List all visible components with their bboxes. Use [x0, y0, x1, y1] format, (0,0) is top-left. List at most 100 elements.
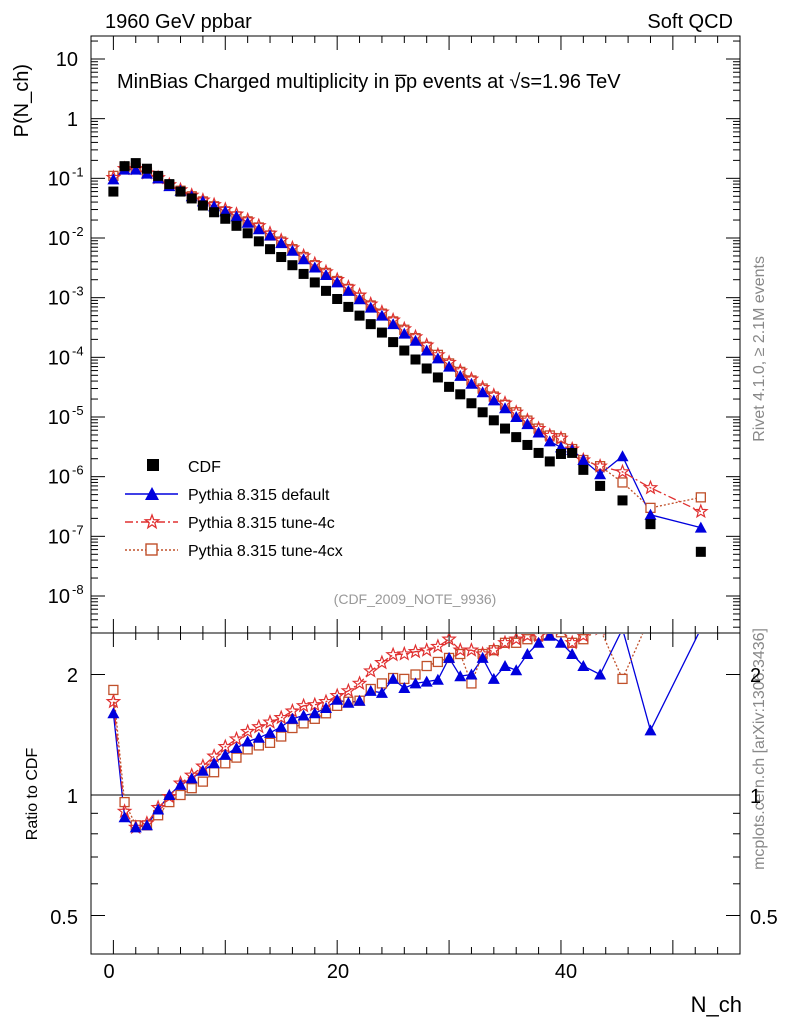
ratio-point-default: [644, 724, 657, 736]
point-default: [443, 360, 456, 372]
analysis-label: (CDF_2009_NOTE_9936): [334, 591, 497, 607]
ratio-point-tune4c: [273, 709, 290, 725]
point-default: [230, 210, 243, 222]
point-default: [342, 284, 355, 296]
ratio-point-default: [353, 694, 366, 706]
point-cdf: [197, 200, 208, 211]
point-default: [375, 309, 388, 321]
point-cdf: [242, 228, 253, 239]
ratio-point-tune4cx: [432, 656, 444, 668]
point-tune4c: [614, 463, 631, 479]
point-default: [308, 261, 321, 273]
main-plot-area: [105, 158, 709, 557]
point-cdf: [253, 236, 264, 247]
ratio-point-default: [342, 696, 355, 708]
point-default: [331, 276, 344, 288]
point-cdf: [130, 158, 141, 169]
point-cdf: [388, 337, 399, 348]
y-tick-exponent: -4: [72, 343, 84, 358]
point-default: [107, 173, 120, 185]
point-cdf: [511, 432, 522, 443]
point-tune4c: [693, 503, 709, 519]
y-tick-exponent: -6: [72, 463, 84, 478]
ratio-tick-1-right: 1: [750, 786, 761, 808]
point-cdf: [544, 456, 555, 467]
ratio-point-tune4c: [644, 610, 656, 622]
point-default: [319, 268, 332, 280]
ratio-point-tune4cx: [522, 634, 533, 645]
point-default: [543, 435, 556, 447]
main-axis-ticks: [91, 40, 740, 628]
ratio-point-tune4cx: [208, 767, 220, 778]
point-cdf: [555, 448, 566, 459]
y-tick-exponent: -5: [72, 403, 84, 418]
x-tick-label-40: 40: [555, 961, 577, 983]
ratio-point-tune4c: [418, 641, 435, 657]
ratio-point-default: [695, 623, 707, 634]
point-default: [644, 508, 657, 520]
ratio-point-default: [375, 686, 388, 698]
legend-marker-cdf: [147, 459, 159, 471]
ratio-plot-area: [105, 605, 707, 835]
ratio-point-tune4c: [340, 682, 357, 698]
point-default: [510, 411, 523, 422]
ratio-point-tune4cx: [220, 758, 231, 769]
y-tick-label-1e-7: 10: [48, 526, 70, 548]
point-default: [431, 352, 444, 364]
point-default: [252, 223, 265, 235]
x-tick-label-20: 20: [327, 961, 349, 983]
ratio-point-tune4cx: [617, 673, 628, 685]
point-cdf: [265, 244, 276, 255]
point-cdf: [522, 439, 533, 450]
point-cdf: [354, 310, 365, 321]
ratio-point-tune4cx: [578, 634, 589, 645]
x-axis-ticks: [112, 36, 719, 954]
ratio-point-tune4cx: [108, 684, 119, 696]
ratio-point-default: [264, 726, 277, 738]
legend-label-default: Pythia 8.315 default: [188, 487, 330, 504]
ratio-point-tune4cx: [544, 634, 555, 635]
rivet-version-label: Rivet 4.1.0, ≥ 2.1M events: [751, 256, 768, 442]
ratio-point-default: [129, 821, 142, 833]
point-cdf: [141, 163, 152, 174]
ratio-point-default: [594, 668, 607, 680]
point-default: [129, 163, 142, 175]
legend-marker-tune4cx: [145, 543, 158, 556]
ratio-point-default: [532, 636, 545, 648]
ratio-point-tune4c: [441, 634, 457, 646]
point-default: [476, 386, 489, 398]
ratio-point-default: [387, 672, 400, 684]
ratio-point-default: [297, 709, 310, 721]
legend-entry-default: Pythia 8.315 default: [125, 487, 330, 504]
point-cdf: [578, 464, 589, 475]
ratio-point-tune4cx: [455, 648, 466, 660]
ratio-point-tune4c: [262, 713, 278, 729]
ratio-point-default: [398, 682, 411, 694]
ratio-point-tune4cx: [696, 605, 705, 614]
chart-title: MinBias Charged multiplicity in p̅p even…: [117, 71, 621, 93]
ratio-point-tune4c: [576, 634, 591, 643]
point-cdf: [220, 213, 231, 224]
ratio-point-default: [275, 720, 288, 732]
ratio-point-default: [163, 789, 176, 800]
point-cdf: [595, 480, 606, 491]
y-tick-label-1e-1: 10: [48, 168, 70, 190]
ratio-point-default: [420, 675, 433, 687]
ratio-line-tune4cx: [112, 634, 644, 826]
ratio-point-tune4c: [595, 634, 605, 636]
ratio-axis-ticks: [91, 674, 740, 916]
point-default: [420, 344, 433, 356]
point-cdf: [309, 277, 320, 288]
legend-entry-tune4c: Pythia 8.315 tune-4c: [125, 513, 335, 532]
point-default: [241, 216, 254, 228]
point-cdf: [365, 319, 376, 330]
ratio-point-default: [230, 742, 243, 754]
point-default: [364, 301, 377, 313]
point-default: [409, 334, 422, 346]
point-cdf: [410, 354, 421, 365]
point-tune4cx: [617, 477, 628, 488]
ratio-point-tune4cx: [197, 776, 209, 787]
ratio-point-default: [118, 811, 131, 823]
legend-marker-tune4c: [143, 513, 161, 530]
point-cdf: [298, 268, 309, 279]
